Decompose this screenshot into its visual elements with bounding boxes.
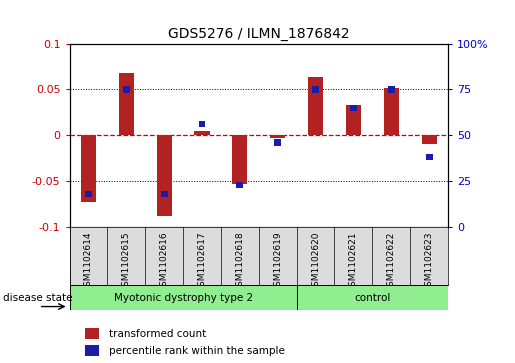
Text: GSM1102618: GSM1102618 <box>235 232 244 292</box>
Title: GDS5276 / ILMN_1876842: GDS5276 / ILMN_1876842 <box>168 27 350 41</box>
Text: control: control <box>354 293 390 303</box>
Text: GSM1102620: GSM1102620 <box>311 232 320 292</box>
Text: GSM1102621: GSM1102621 <box>349 232 358 292</box>
Text: Myotonic dystrophy type 2: Myotonic dystrophy type 2 <box>113 293 253 303</box>
Bar <box>195 131 210 135</box>
Bar <box>274 139 281 146</box>
Text: GSM1102616: GSM1102616 <box>160 232 168 292</box>
Bar <box>157 135 171 216</box>
Bar <box>84 345 99 356</box>
Bar <box>312 86 319 93</box>
Text: GSM1102619: GSM1102619 <box>273 232 282 292</box>
Bar <box>308 77 323 135</box>
Bar <box>84 328 99 339</box>
Bar <box>161 191 167 197</box>
Text: GSM1102614: GSM1102614 <box>84 232 93 292</box>
Text: GSM1102617: GSM1102617 <box>198 232 207 292</box>
Text: percentile rank within the sample: percentile rank within the sample <box>109 346 284 356</box>
Bar <box>81 135 96 202</box>
Bar <box>270 135 285 138</box>
Bar <box>297 285 448 310</box>
Text: disease state: disease state <box>3 293 72 303</box>
Text: GSM1102622: GSM1102622 <box>387 232 396 292</box>
Bar <box>346 105 361 135</box>
Bar <box>384 89 399 135</box>
Text: GSM1102623: GSM1102623 <box>425 232 434 292</box>
Bar <box>85 191 92 197</box>
Bar <box>388 86 394 93</box>
Text: transformed count: transformed count <box>109 329 206 339</box>
Bar <box>236 182 243 188</box>
Bar <box>199 121 205 127</box>
Text: GSM1102615: GSM1102615 <box>122 232 131 292</box>
Bar <box>232 135 247 184</box>
Bar <box>119 73 134 135</box>
Bar <box>426 154 433 160</box>
Bar <box>422 135 437 144</box>
Bar <box>350 105 357 111</box>
Bar <box>70 285 297 310</box>
Bar <box>123 86 130 93</box>
